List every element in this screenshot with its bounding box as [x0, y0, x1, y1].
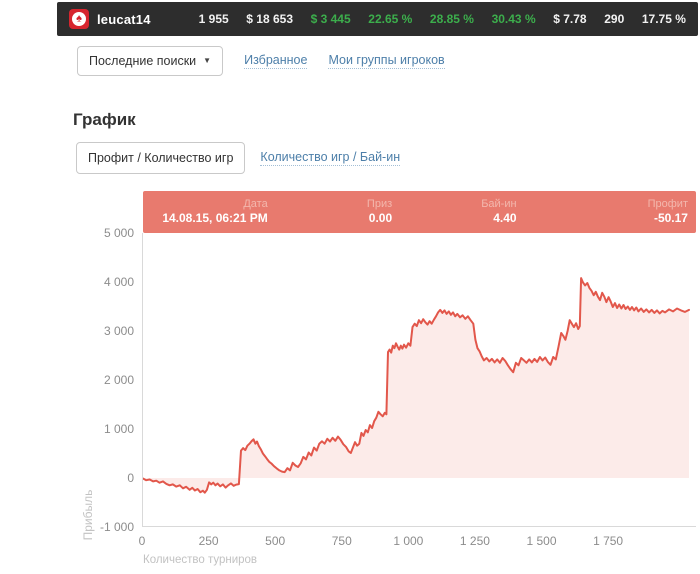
stat-value: 30.43 %: [491, 12, 536, 26]
stat-value: 22.65 %: [368, 12, 413, 26]
stat-value: 17.75 %: [641, 12, 686, 26]
y-tick-label: 5 000: [103, 226, 134, 240]
x-tick-label: 0: [138, 534, 146, 548]
y-tick-label: 4 000: [103, 275, 134, 289]
stat-value: $ 18 653: [246, 12, 293, 26]
tooltip-buyin: Бай-ин 4.40: [481, 197, 517, 226]
x-tick-label: 500: [265, 534, 286, 548]
y-tick-label: -1 000: [99, 520, 134, 534]
player-groups-link[interactable]: Мои группы игроков: [328, 53, 445, 69]
x-axis-title: Количество турниров: [143, 554, 258, 566]
page-title: График: [73, 110, 136, 129]
x-tick-label: 750: [331, 534, 352, 548]
profit-area-fill: [143, 278, 689, 493]
favorites-link[interactable]: Избранное: [244, 53, 308, 69]
x-tick-label: 250: [198, 534, 219, 548]
toolbar: Последние поиски ▼ Избранное Мои группы …: [77, 46, 445, 76]
chart-tabs: Профит / Количество игр Количество игр /…: [76, 142, 401, 174]
profit-line: [143, 277, 690, 494]
tooltip-profit: Профит -50.17: [647, 197, 688, 226]
x-tick-label: 1 250: [459, 534, 490, 548]
y-tick-label: 3 000: [103, 324, 134, 338]
x-tick-label: 1 000: [393, 534, 424, 548]
pokerstars-logo: ♠: [69, 9, 89, 29]
y-tick-label: 2 000: [103, 373, 134, 387]
x-tick-label: 1 500: [526, 534, 557, 548]
player-summary-bar[interactable]: ♠ leucat14 1 955 $ 18 653 $ 3 445 22.65 % 28…: [57, 2, 698, 36]
stat-value: $ 3 445: [310, 12, 351, 26]
stat-value: $ 7.78: [553, 12, 587, 26]
tooltip-date: Дата 14.08.15, 06:21 PM: [162, 197, 268, 226]
y-tick-label: 0: [127, 471, 134, 485]
chevron-down-icon: ▼: [203, 56, 212, 65]
y-tick-label: 1 000: [103, 422, 134, 436]
chart-tooltip-bar: Дата 14.08.15, 06:21 PM Приз 0.00 Бай-ин…: [143, 191, 696, 233]
chart: Дата 14.08.15, 06:21 PM Приз 0.00 Бай-ин…: [0, 191, 700, 574]
player-stats: 1 955 $ 18 653 $ 3 445 22.65 % 28.85 % 30.43 …: [199, 12, 686, 26]
chart-svg: [143, 277, 690, 494]
tab-profit-games[interactable]: Профит / Количество игр: [76, 142, 246, 174]
recent-searches-dropdown[interactable]: Последние поиски ▼: [77, 46, 224, 76]
stat-value: 1 955: [198, 12, 229, 26]
spade-icon: ♠: [76, 12, 82, 24]
stat-value: 28.85 %: [429, 12, 474, 26]
x-tick-label: 1 750: [593, 534, 624, 548]
stat-value: 290: [604, 12, 625, 26]
player-username: leucat14: [97, 11, 151, 27]
tooltip-prize: Приз 0.00: [366, 197, 393, 226]
logo-circle: ♠: [72, 12, 86, 26]
chart-plot-area[interactable]: [142, 233, 696, 527]
tab-games-buyin[interactable]: Количество игр / Бай-ин: [260, 150, 401, 166]
recent-searches-label: Последние поиски: [89, 54, 197, 68]
